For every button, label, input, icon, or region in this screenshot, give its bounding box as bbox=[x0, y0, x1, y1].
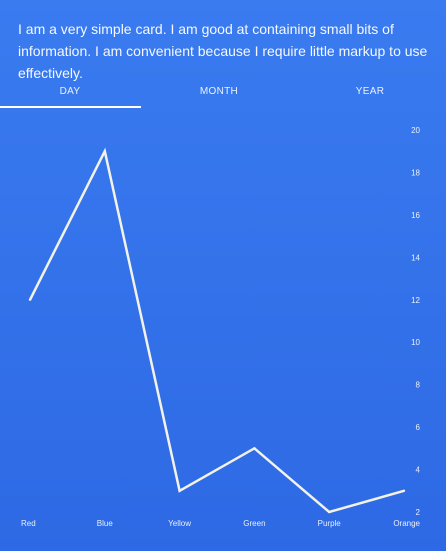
x-tick-label: Purple bbox=[318, 519, 342, 528]
tab-month[interactable]: MONTH bbox=[199, 86, 239, 97]
line-chart: 2 4 6 8 10 12 14 16 18 20 Red Blue Yellow Green Purple… bbox=[0, 116, 446, 551]
data-point[interactable] bbox=[178, 489, 181, 492]
card-description: I am a very simple card. I am good at co… bbox=[18, 21, 428, 81]
x-tick-label: Blue bbox=[97, 519, 114, 528]
data-point[interactable] bbox=[253, 447, 256, 450]
y-tick-label: 6 bbox=[416, 423, 421, 432]
y-tick-label: 12 bbox=[411, 296, 420, 305]
active-tab-indicator bbox=[0, 106, 141, 108]
y-tick-label: 4 bbox=[416, 466, 421, 475]
chart-svg: 2 4 6 8 10 12 14 16 18 20 Red Blue Yellow Green Purple… bbox=[21, 126, 421, 528]
y-tick-label: 2 bbox=[416, 508, 421, 517]
x-tick-label: Yellow bbox=[168, 519, 191, 528]
series-line bbox=[28, 147, 405, 514]
y-tick-label: 8 bbox=[416, 381, 421, 390]
y-tick-label: 10 bbox=[411, 338, 420, 347]
data-point[interactable] bbox=[28, 298, 32, 301]
y-tick-label: 20 bbox=[411, 126, 420, 135]
data-point[interactable] bbox=[103, 150, 107, 153]
x-tick-label: Orange bbox=[393, 519, 420, 528]
y-tick-label: 14 bbox=[411, 253, 420, 262]
tab-day[interactable]: DAY bbox=[59, 86, 81, 97]
tab-year[interactable]: YEAR bbox=[355, 86, 385, 97]
data-point[interactable] bbox=[402, 489, 406, 492]
x-tick-label: Red bbox=[21, 519, 36, 528]
y-tick-label: 16 bbox=[411, 211, 420, 220]
tab-bar: DAY MONTH YEAR bbox=[0, 78, 446, 108]
data-point[interactable] bbox=[328, 510, 331, 514]
x-tick-label: Green bbox=[243, 519, 265, 528]
y-tick-label: 18 bbox=[411, 168, 420, 177]
